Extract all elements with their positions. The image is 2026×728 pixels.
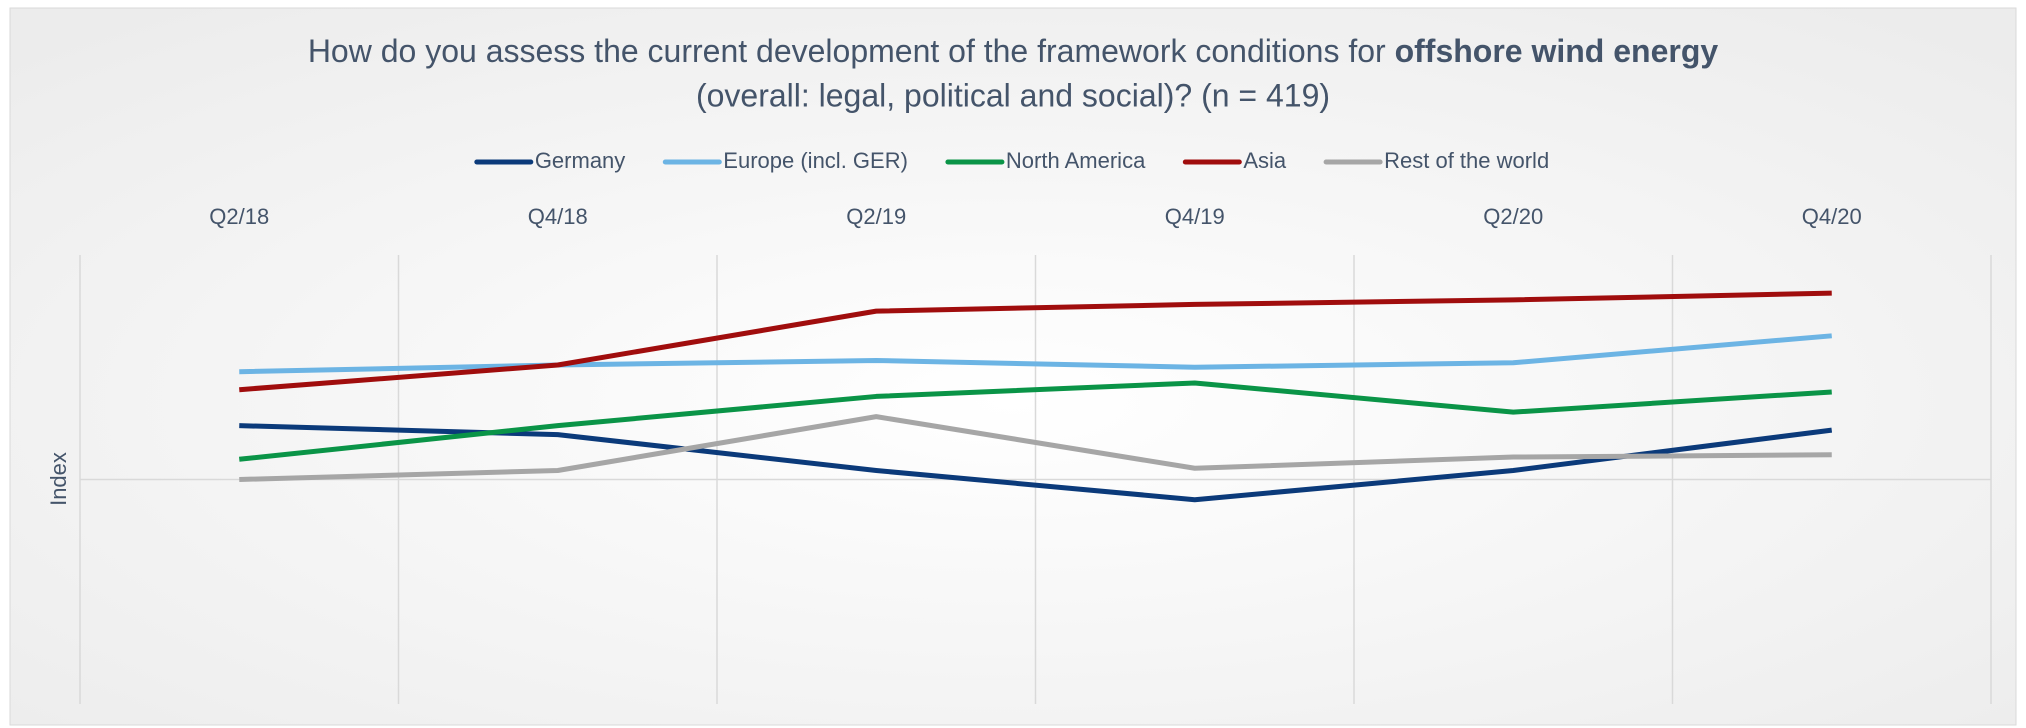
chart-title: How do you assess the current developmen… xyxy=(308,33,1719,69)
x-tick-label: Q4/18 xyxy=(528,204,588,229)
title-bold: offshore wind energy xyxy=(1395,33,1719,69)
legend-label: Germany xyxy=(535,148,625,173)
y-axis-label: Index xyxy=(46,452,71,506)
x-tick-label: Q2/19 xyxy=(846,204,906,229)
series-line xyxy=(239,333,1832,375)
title-text: How do you assess the current developmen… xyxy=(308,33,1395,69)
legend-label: Europe (incl. GER) xyxy=(723,148,908,173)
chart-subtitle: (overall: legal, political and social)? … xyxy=(696,77,1330,113)
x-tick-label: Q4/20 xyxy=(1802,204,1862,229)
x-tick-label: Q4/19 xyxy=(1165,204,1225,229)
legend-label: Rest of the world xyxy=(1384,148,1549,173)
x-tick-label: Q2/18 xyxy=(209,204,269,229)
series-line xyxy=(238,380,1832,462)
legend-item: Europe (incl. GER) xyxy=(662,148,908,173)
legend-item: Germany xyxy=(474,148,625,173)
chart-background xyxy=(9,7,2017,726)
legend-label: Asia xyxy=(1243,148,1287,173)
legend-item: Asia xyxy=(1182,148,1287,173)
series-line xyxy=(239,290,1832,393)
x-tick-label: Q2/20 xyxy=(1483,204,1543,229)
legend-item: Rest of the world xyxy=(1323,148,1549,173)
series-line xyxy=(239,414,1832,482)
legend-label: North America xyxy=(1006,148,1146,173)
legend-item: North America xyxy=(945,148,1146,173)
